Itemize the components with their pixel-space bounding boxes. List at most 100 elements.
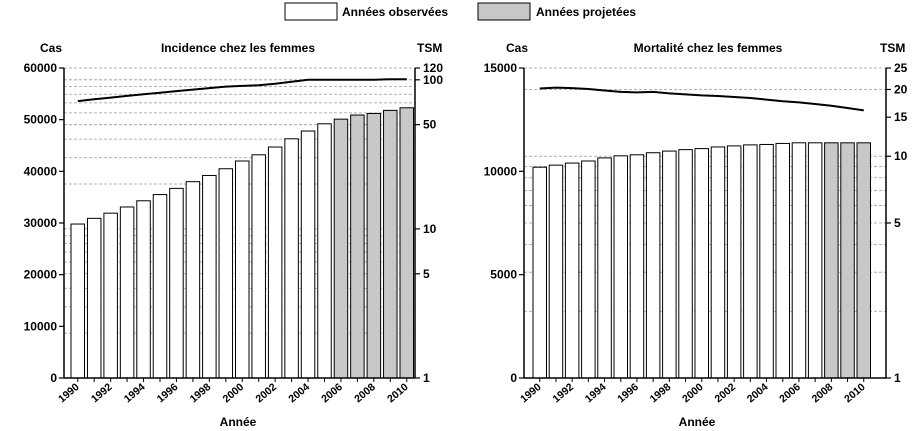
mortality-right-tick-label: 20 [894, 82, 908, 96]
chart-mortality: Cas Mortalité chez les femmes TSM Année … [484, 41, 908, 429]
incidence-bar-1999 [218, 168, 234, 379]
incidence-bar-1990 [70, 223, 85, 379]
mortality-bar-2006 [791, 142, 807, 379]
mortality-x-tick-label: 1994 [583, 381, 609, 405]
mortality-bar-2003 [743, 144, 758, 379]
mortality-bar-2008 [824, 142, 839, 379]
incidence-x-tick-label: 1990 [56, 381, 82, 405]
mortality-bar-1990 [532, 166, 547, 379]
mortality-x-tick-label: 1998 [648, 381, 674, 405]
mortality-x-tick-label: 1992 [550, 381, 576, 405]
incidence-x-tick-label: 2002 [253, 381, 279, 405]
incidence-right-tick-label: 100 [423, 73, 443, 87]
incidence-x-axis-label: Année [220, 415, 257, 429]
incidence-bar-1992 [103, 212, 118, 379]
incidence-bar-2005 [317, 123, 332, 379]
incidence-bar-1997 [185, 181, 201, 379]
mortality-x-tick-label: 2004 [745, 381, 771, 405]
mortality-bar-1993 [581, 160, 596, 379]
mortality-right-tick-label: 25 [894, 61, 908, 75]
incidence-left-tick-label: 20000 [24, 268, 58, 282]
incidence-title: Incidence chez les femmes [161, 41, 315, 55]
incidence-bar-1995 [152, 194, 168, 379]
incidence-x-tick-label: 1992 [89, 381, 115, 405]
mortality-title: Mortalité chez les femmes [634, 41, 783, 55]
incidence-x-tick-label: 1994 [122, 381, 148, 405]
incidence-x-tick-label: 2010 [385, 381, 411, 405]
incidence-tsm-line [77, 78, 407, 103]
incidence-bar-2008 [366, 112, 382, 379]
mortality-left-tick-label: 0 [510, 371, 517, 385]
incidence-right-tick-label: 5 [423, 267, 430, 281]
incidence-x-tick-label: 2008 [352, 381, 378, 405]
mortality-x-tick-label: 2010 [842, 381, 868, 405]
incidence-bar-1998 [202, 174, 217, 379]
mortality-x-tick-label: 2002 [712, 381, 738, 405]
incidence-right-tick-label: 1 [423, 371, 430, 385]
legend-observed-swatch [284, 2, 338, 21]
mortality-tsm-line [539, 86, 864, 112]
incidence-bar-2006 [333, 118, 349, 379]
incidence-bar-2002 [267, 146, 283, 379]
mortality-x-tick-label: 1990 [518, 381, 544, 405]
incidence-bar-1993 [119, 206, 135, 379]
incidence-x-tick-label: 2006 [319, 381, 345, 405]
mortality-x-tick-label: 1996 [615, 381, 641, 405]
incidence-bar-2007 [350, 114, 365, 379]
incidence-x-tick-label: 1996 [155, 381, 181, 405]
incidence-left-tick-label: 30000 [24, 216, 58, 230]
mortality-bar-1996 [629, 154, 645, 379]
mortality-right-tick-label: 15 [894, 110, 908, 124]
legend-observed-label: Années observées [342, 5, 448, 19]
mortality-bar-2010 [856, 142, 871, 379]
legend: Années observées Années projetées [284, 2, 636, 21]
incidence-right-tick-label: 120 [423, 61, 443, 75]
legend-projected-swatch [477, 2, 531, 21]
incidence-x-tick-label: 1998 [188, 381, 214, 405]
incidence-left-tick-label: 50000 [24, 113, 58, 127]
incidence-bar-1991 [86, 217, 102, 379]
mortality-bar-1999 [678, 149, 693, 379]
mortality-right-tick-label: 5 [894, 216, 901, 230]
mortality-bar-1994 [597, 157, 612, 379]
mortality-bar-2009 [840, 142, 855, 379]
incidence-left-tick-label: 60000 [24, 61, 58, 75]
incidence-bar-2000 [235, 160, 250, 379]
mortality-right-axis-label: TSM [880, 41, 905, 55]
mortality-bar-2000 [694, 148, 709, 379]
mortality-right-tick-label: 1 [894, 371, 901, 385]
legend-projected-label: Années projetées [536, 5, 636, 19]
chart-incidence: Cas Incidence chez les femmes TSM Année … [24, 41, 444, 429]
incidence-x-tick-label: 2004 [286, 381, 312, 405]
mortality-bar-1998 [662, 150, 677, 379]
mortality-bar-1991 [548, 164, 564, 379]
mortality-bar-2002 [726, 145, 742, 379]
mortality-left-tick-label: 15000 [484, 61, 518, 75]
incidence-bar-2010 [399, 107, 414, 379]
mortality-left-tick-label: 10000 [484, 164, 518, 178]
mortality-x-axis-label: Année [679, 415, 716, 429]
incidence-right-tick-label: 10 [423, 222, 437, 236]
incidence-bar-1996 [169, 187, 184, 379]
mortality-left-tick-label: 5000 [490, 268, 517, 282]
mortality-bar-2007 [807, 142, 823, 379]
mortality-left-axis-label: Cas [506, 41, 528, 55]
mortality-bar-2005 [775, 142, 790, 379]
mortality-bar-1992 [564, 162, 580, 379]
incidence-bar-2001 [251, 154, 266, 379]
incidence-left-axis-label: Cas [40, 41, 62, 55]
incidence-right-axis-label: TSM [417, 41, 442, 55]
mortality-x-tick-label: 2008 [810, 381, 836, 405]
incidence-left-tick-label: 0 [50, 371, 57, 385]
incidence-plot: 0 10000 20000 30000 40000 50000 60000 1 5 10 50 100… [24, 61, 444, 405]
incidence-bar-2003 [284, 138, 299, 379]
mortality-bar-2001 [710, 146, 726, 379]
mortality-bar-2004 [759, 143, 774, 379]
incidence-x-tick-label: 2000 [221, 381, 247, 405]
incidence-bar-1994 [136, 200, 151, 379]
incidence-left-tick-label: 40000 [24, 164, 58, 178]
incidence-left-tick-label: 10000 [24, 319, 58, 333]
incidence-bar-2009 [383, 109, 398, 379]
